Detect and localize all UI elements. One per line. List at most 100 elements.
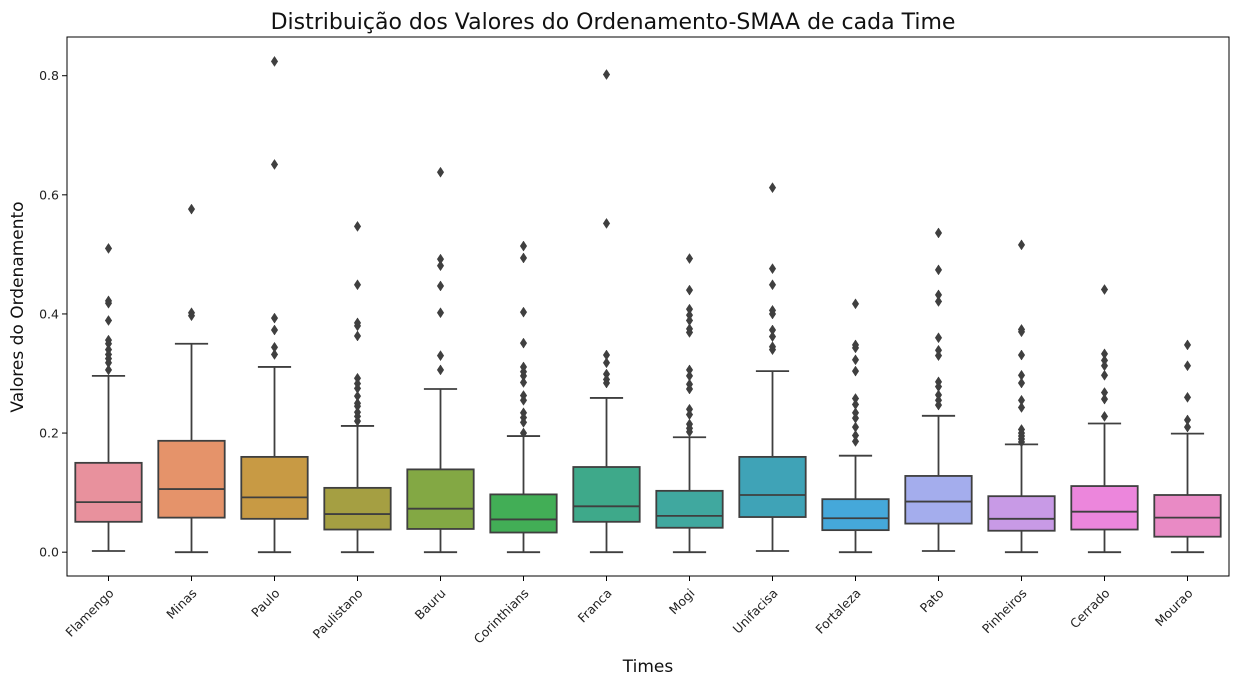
outlier-point: [187, 310, 196, 322]
outlier-point: [270, 348, 279, 360]
outlier-point: [1100, 369, 1109, 381]
outlier-point: [519, 240, 528, 252]
outlier-point: [851, 365, 860, 377]
outlier-point: [1100, 284, 1109, 295]
outlier-point: [768, 263, 777, 275]
outlier-point: [685, 426, 694, 438]
outlier-point: [602, 377, 611, 389]
x-tick-label: Pinheiros: [979, 586, 1030, 637]
x-tick-label: Mourao: [1152, 586, 1196, 630]
outlier-point: [934, 350, 943, 362]
outlier-point: [685, 383, 694, 395]
box-bauru: [406, 468, 475, 530]
outlier-point: [519, 337, 528, 349]
outlier-point: [934, 264, 943, 276]
outlier-point: [353, 220, 362, 232]
box-franca: [572, 466, 641, 523]
outlier-point: [1017, 239, 1026, 251]
outlier-point: [1183, 360, 1192, 372]
x-tick-label: Corinthians: [471, 586, 532, 647]
box-fortaleza: [821, 498, 890, 532]
outlier-point: [1017, 436, 1026, 448]
outlier-point: [851, 342, 860, 354]
y-tick-label: 0.4: [39, 306, 59, 321]
box-paulistano: [323, 486, 392, 531]
outlier-point: [436, 350, 445, 362]
outlier-point: [270, 159, 279, 170]
outlier-point: [519, 416, 528, 428]
outlier-point: [353, 279, 362, 291]
outlier-point: [1100, 410, 1109, 422]
x-axis-title: Times: [622, 657, 674, 677]
outlier-point: [851, 354, 860, 366]
outlier-point: [436, 166, 445, 178]
outlier-point: [519, 306, 528, 318]
box-pato: [904, 475, 973, 525]
outlier-point: [934, 399, 943, 411]
outlier-point: [602, 217, 611, 229]
outlier-point: [934, 227, 943, 239]
outlier-point: [768, 344, 777, 356]
outlier-point: [353, 415, 362, 427]
outlier-point: [436, 364, 445, 376]
box-flamengo: [74, 461, 143, 523]
outlier-point: [768, 331, 777, 343]
outlier-point: [768, 308, 777, 320]
outlier-point: [187, 203, 196, 215]
outlier-point: [436, 260, 445, 272]
outlier-point: [851, 435, 860, 447]
outlier-point: [519, 427, 528, 439]
outlier-point: [685, 326, 694, 338]
box-corinthians: [489, 493, 558, 534]
outlier-point: [685, 253, 694, 265]
x-tick-label: Paulo: [248, 586, 282, 620]
outlier-point: [436, 307, 445, 319]
outlier-point: [1183, 339, 1192, 351]
outlier-point: [685, 284, 694, 296]
outlier-point: [1017, 377, 1026, 389]
outlier-point: [1017, 349, 1026, 361]
outlier-point: [353, 330, 362, 342]
outlier-point: [104, 297, 113, 309]
x-tick-label: Unifacisa: [730, 586, 781, 637]
x-tick-label: Mogi: [666, 586, 698, 618]
y-tick-label: 0.8: [39, 68, 59, 83]
y-tick-label: 0.2: [39, 426, 59, 441]
outlier-point: [104, 364, 113, 376]
outlier-point: [602, 357, 611, 369]
outlier-point: [519, 252, 528, 264]
box-minas: [157, 439, 226, 519]
y-tick-label: 0.6: [39, 187, 59, 202]
outlier-point: [270, 55, 279, 67]
outlier-point: [851, 298, 860, 310]
outlier-point: [1100, 393, 1109, 405]
box-unifacisa: [738, 455, 807, 518]
outlier-point: [270, 324, 279, 336]
plot-frame: [66, 36, 1230, 577]
chart-title: Distribuição dos Valores do Ordenamento-…: [271, 10, 956, 35]
outlier-point: [1183, 391, 1192, 403]
y-axis-title: Valores do Ordenamento: [8, 201, 28, 412]
outlier-point: [934, 332, 943, 344]
x-tick-label: Minas: [163, 586, 199, 622]
outlier-point: [1017, 401, 1026, 413]
outlier-point: [1017, 326, 1026, 338]
outlier-point: [519, 376, 528, 388]
x-tick-label: Fortaleza: [812, 586, 863, 637]
outlier-point: [104, 315, 113, 326]
outlier-point: [436, 280, 445, 292]
x-tick-label: Bauru: [412, 586, 449, 623]
outlier-point: [519, 394, 528, 406]
box-paulo: [240, 455, 309, 520]
outlier-point: [602, 69, 611, 80]
outlier-point: [1183, 421, 1192, 433]
outlier-point: [934, 295, 943, 307]
x-tick-label: Flamengo: [62, 586, 116, 640]
y-tick-label: 0.0: [39, 545, 59, 560]
outlier-point: [104, 242, 113, 254]
x-tick-label: Paulistano: [310, 586, 366, 642]
outlier-point: [768, 182, 777, 194]
box-mourao: [1153, 494, 1222, 538]
